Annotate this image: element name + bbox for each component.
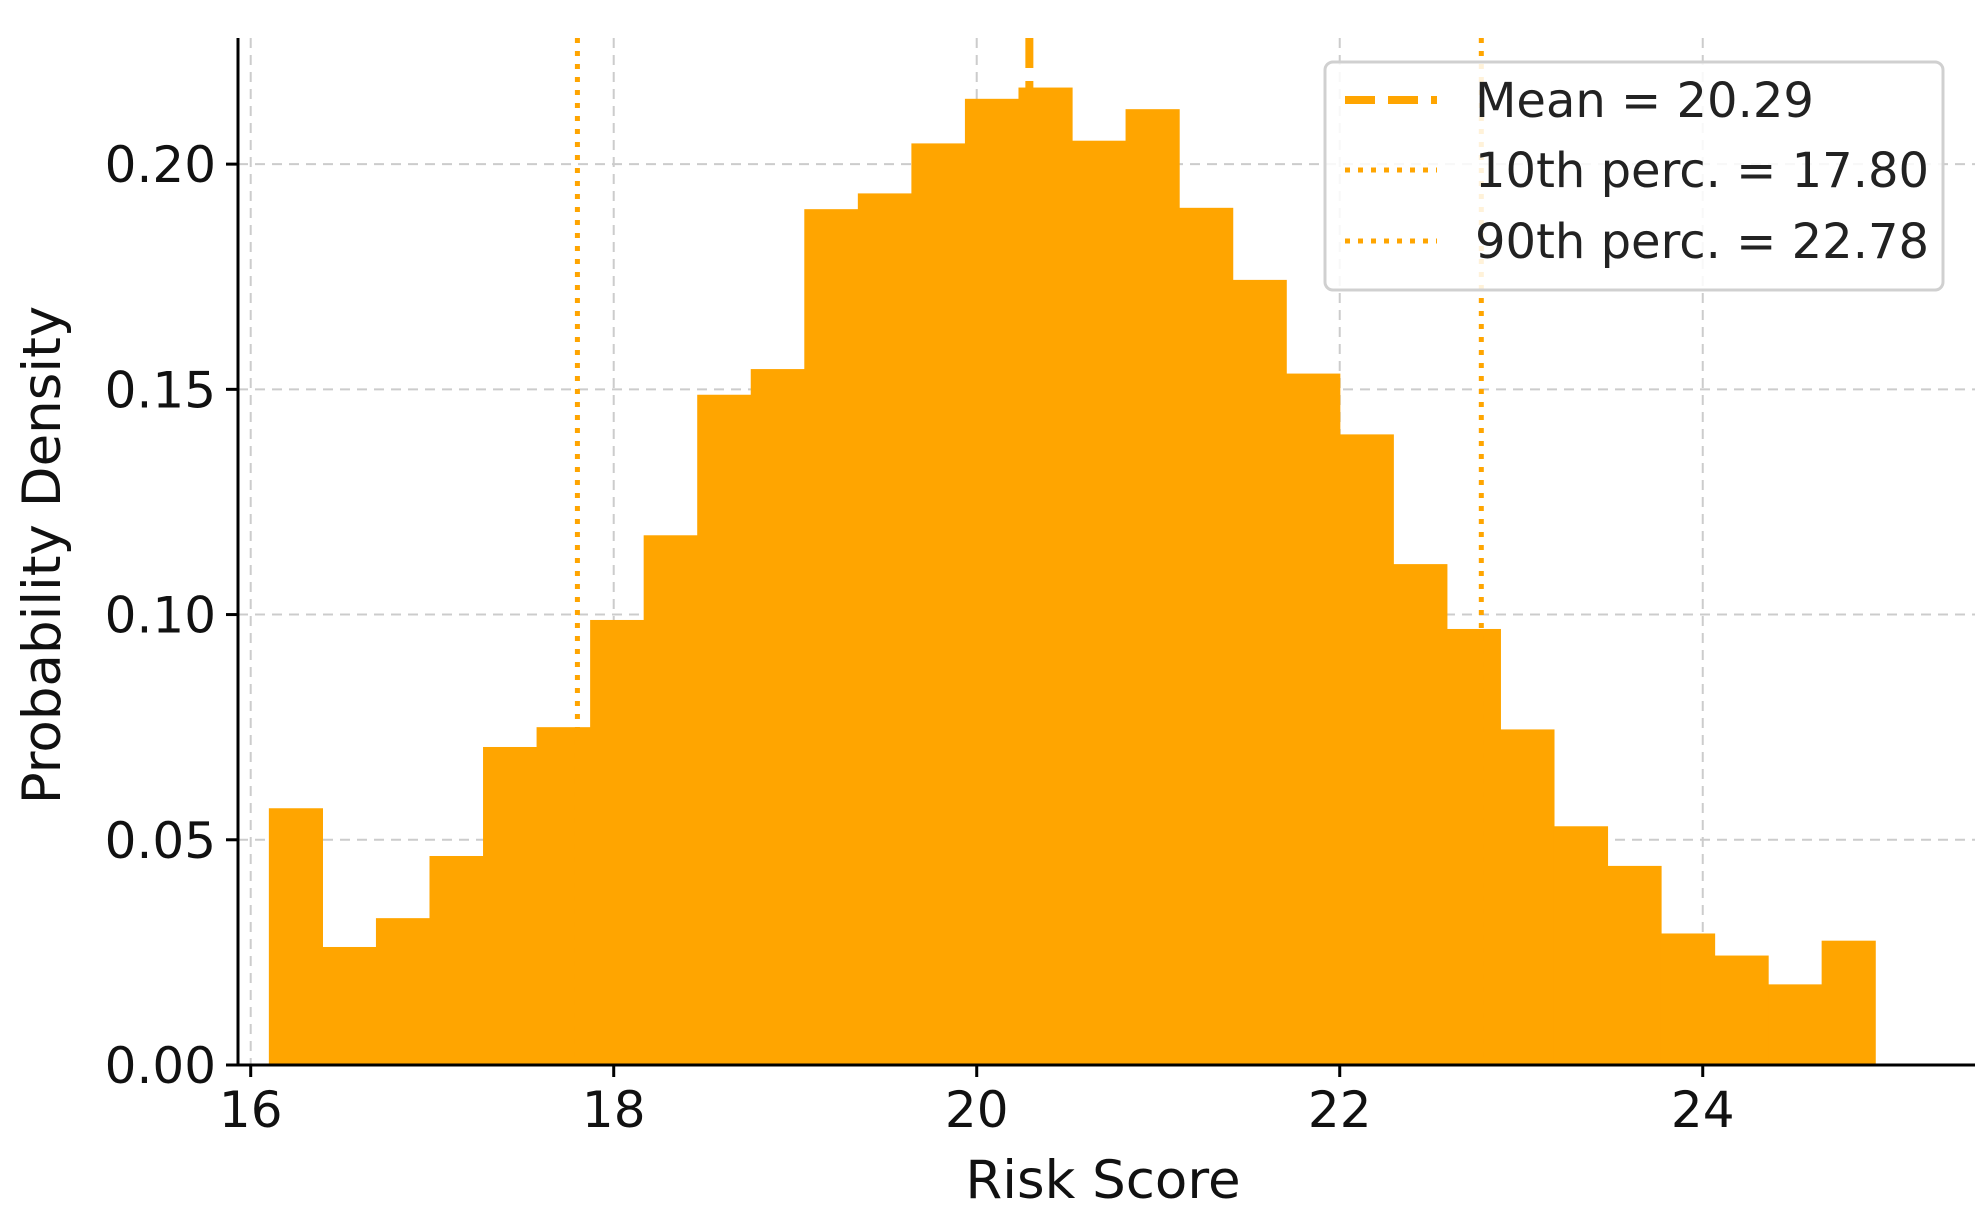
histogram-bar-9 [750, 369, 805, 1065]
histogram-bar-1 [322, 946, 377, 1065]
histogram-bars [268, 87, 1876, 1066]
x-tick-label-4: 24 [1671, 1081, 1735, 1139]
tick-labels: 16 18 20 22 24 0.00 0.05 0.10 0.15 0.20 [105, 136, 1735, 1139]
legend-label-1: 10th perc. = 17.80 [1475, 143, 1929, 199]
x-axis-label: Risk Score [965, 1150, 1240, 1211]
histogram-bar-24 [1553, 826, 1609, 1065]
x-tick-label-3: 22 [1308, 1081, 1372, 1139]
y-tick-label-0: 0.00 [105, 1037, 216, 1095]
axes [226, 38, 1975, 1077]
y-tick-label-4: 0.20 [105, 136, 216, 194]
histogram-bar-23 [1500, 729, 1555, 1065]
legend-label-0: Mean = 20.29 [1475, 73, 1814, 129]
x-tick-label-2: 20 [945, 1081, 1009, 1139]
y-tick-label-3: 0.15 [105, 361, 216, 419]
histogram-bar-2 [375, 918, 431, 1065]
histogram-bar-12 [911, 143, 966, 1065]
histogram-bar-6 [590, 619, 645, 1065]
histogram-bar-7 [643, 535, 698, 1065]
histogram-bar-27 [1714, 955, 1769, 1065]
y-tick-label-2: 0.10 [105, 587, 216, 645]
histogram-bar-29 [1821, 940, 1876, 1065]
legend-box [1323, 60, 1945, 292]
histogram-bar-18 [1232, 279, 1287, 1066]
histogram-bar-8 [697, 394, 752, 1065]
histogram-bar-5 [536, 727, 591, 1065]
legend: Mean = 20.29 10th perc. = 17.80 90th perc.… [1323, 60, 1945, 292]
histogram-bar-0 [268, 808, 323, 1065]
y-tick-label-1: 0.05 [105, 812, 216, 870]
histogram-bar-19 [1286, 373, 1341, 1065]
x-tick-label-0: 16 [219, 1081, 283, 1139]
legend-label-2: 90th perc. = 22.78 [1475, 214, 1929, 270]
histogram-bar-28 [1768, 984, 1823, 1065]
histogram-bar-21 [1393, 564, 1448, 1065]
histogram-bar-15 [1072, 140, 1127, 1065]
histogram-bar-26 [1660, 933, 1716, 1065]
histogram-bar-3 [429, 855, 484, 1065]
histogram-bar-16 [1125, 109, 1180, 1065]
histogram-bar-4 [483, 746, 538, 1065]
histogram-bar-25 [1607, 865, 1662, 1065]
histogram-bar-22 [1446, 628, 1501, 1065]
y-axis-label: Probability Density [12, 306, 73, 805]
histogram-bar-10 [804, 209, 859, 1065]
x-tick-label-1: 18 [582, 1081, 646, 1139]
histogram-bar-20 [1339, 434, 1394, 1065]
histogram-bar-13 [964, 98, 1020, 1066]
histogram-bar-17 [1179, 207, 1234, 1065]
histogram-bar-11 [857, 193, 912, 1066]
